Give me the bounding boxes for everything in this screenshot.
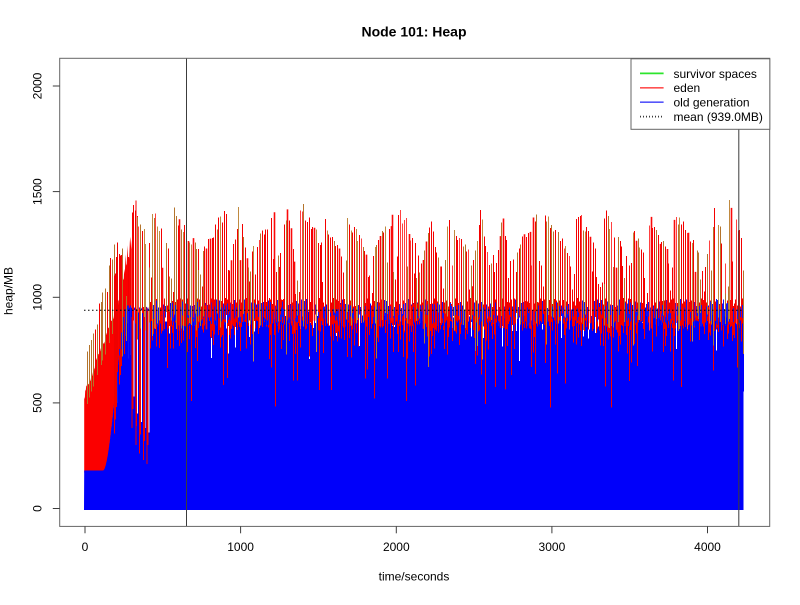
svg-text:heap/MB: heap/MB	[2, 267, 16, 315]
svg-text:time/seconds: time/seconds	[379, 570, 450, 584]
svg-text:0: 0	[82, 540, 89, 554]
svg-text:Node 101: Heap: Node 101: Heap	[361, 24, 466, 40]
svg-text:survivor spaces: survivor spaces	[674, 67, 757, 81]
svg-text:2000: 2000	[383, 540, 410, 554]
svg-text:1500: 1500	[31, 178, 45, 205]
svg-text:0: 0	[31, 505, 45, 512]
svg-text:4000: 4000	[694, 540, 721, 554]
svg-text:3000: 3000	[539, 540, 566, 554]
svg-text:1000: 1000	[227, 540, 254, 554]
svg-text:1000: 1000	[31, 284, 45, 311]
svg-text:mean (939.0MB): mean (939.0MB)	[674, 110, 763, 124]
svg-text:old generation: old generation	[674, 96, 750, 110]
svg-text:2000: 2000	[31, 72, 45, 99]
svg-text:eden: eden	[674, 81, 701, 95]
svg-text:500: 500	[31, 393, 45, 413]
